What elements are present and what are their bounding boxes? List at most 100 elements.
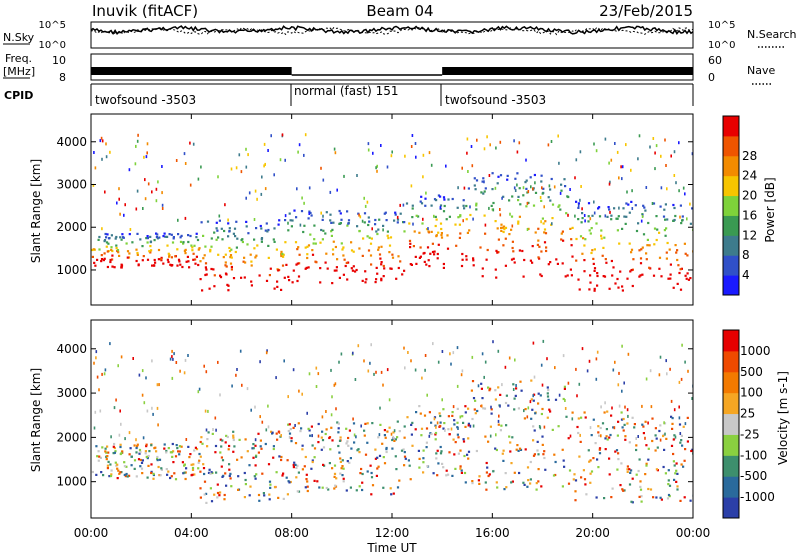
echo-cell xyxy=(331,248,335,251)
echo-cell xyxy=(124,203,126,207)
echo-cell xyxy=(673,434,676,437)
echo-cell xyxy=(584,238,587,241)
echo-cell xyxy=(267,463,271,466)
echo-cell xyxy=(197,263,200,267)
echo-cell xyxy=(471,417,474,421)
echo-cell xyxy=(234,235,237,238)
echo-cell xyxy=(189,141,191,145)
echo-cell xyxy=(218,214,221,218)
echo-cell xyxy=(184,471,187,474)
echo-cell xyxy=(94,264,97,267)
echo-cell xyxy=(151,264,154,267)
echo-cell xyxy=(409,478,412,481)
echo-cell xyxy=(301,468,304,471)
echo-cell xyxy=(304,267,307,270)
echo-cell xyxy=(348,461,351,464)
echo-cell xyxy=(205,268,208,271)
echo-cell xyxy=(244,438,247,441)
x-tick-label: 12:00 xyxy=(375,526,410,540)
echo-cell xyxy=(281,474,284,477)
echo-cell xyxy=(664,203,667,206)
echo-cell xyxy=(665,164,667,167)
echo-cell xyxy=(220,227,223,230)
echo-cell xyxy=(467,170,469,173)
echo-cell xyxy=(378,433,381,437)
echo-cell xyxy=(396,221,399,224)
echo-cell xyxy=(385,450,388,454)
echo-cell xyxy=(680,377,683,381)
echo-cell xyxy=(297,246,300,249)
echo-cell xyxy=(285,263,288,266)
echo-cell xyxy=(541,407,544,411)
echo-cell xyxy=(672,203,675,207)
echo-cell xyxy=(325,211,328,214)
echo-cell xyxy=(679,499,682,502)
echo-cell xyxy=(376,467,379,470)
echo-cell xyxy=(561,448,564,451)
echo-cell xyxy=(128,233,131,236)
echo-cell xyxy=(103,252,106,255)
echo-cell xyxy=(495,481,498,484)
echo-cell xyxy=(669,367,671,371)
echo-cell xyxy=(648,244,651,247)
echo-cell xyxy=(369,361,371,365)
echo-cell xyxy=(361,481,364,484)
echo-cell xyxy=(627,203,630,206)
echo-cell xyxy=(608,161,610,165)
echo-cell xyxy=(150,463,153,466)
echo-cell xyxy=(120,263,123,266)
echo-cell xyxy=(670,444,674,447)
echo-cell xyxy=(172,450,175,453)
echo-cell xyxy=(260,240,263,243)
echo-cell xyxy=(587,220,590,223)
echo-cell xyxy=(229,256,232,259)
echo-cell xyxy=(193,449,196,452)
echo-cell xyxy=(425,191,427,195)
echo-cell xyxy=(612,368,615,372)
echo-cell xyxy=(686,440,689,443)
echo-cell xyxy=(644,420,647,423)
echo-cell xyxy=(190,463,193,466)
echo-cell xyxy=(213,274,216,277)
echo-cell xyxy=(162,235,165,238)
echo-cell xyxy=(174,255,177,258)
echo-cell xyxy=(570,244,573,247)
echo-cell xyxy=(595,377,598,381)
echo-cell xyxy=(383,267,386,270)
echo-cell xyxy=(346,210,349,213)
echo-cell xyxy=(324,432,327,436)
echo-cell xyxy=(154,261,157,264)
echo-cell xyxy=(208,468,211,471)
echo-cell xyxy=(104,450,107,453)
echo-cell xyxy=(310,425,313,428)
echo-cell xyxy=(472,424,475,428)
echo-cell xyxy=(579,198,581,202)
echo-cell xyxy=(617,286,620,289)
echo-cell xyxy=(113,266,116,269)
echo-cell xyxy=(620,418,624,421)
echo-cell xyxy=(676,485,679,488)
echo-cell xyxy=(379,406,381,410)
echo-cell xyxy=(228,463,231,466)
echo-cell xyxy=(427,230,430,233)
echo-cell xyxy=(307,217,310,220)
echo-cell xyxy=(426,246,430,249)
echo-cell xyxy=(651,417,654,420)
echo-cell xyxy=(341,465,344,468)
echo-cell xyxy=(132,357,134,360)
echo-cell xyxy=(499,429,502,432)
echo-cell xyxy=(383,462,387,465)
echo-cell xyxy=(691,397,693,400)
echo-cell xyxy=(531,408,534,411)
echo-cell xyxy=(420,195,423,198)
echo-cell xyxy=(473,408,476,411)
echo-cell xyxy=(269,486,272,489)
echo-cell xyxy=(109,150,111,154)
echo-cell xyxy=(639,480,642,483)
echo-cell xyxy=(567,213,569,217)
echo-cell xyxy=(202,467,206,470)
echo-cell xyxy=(422,461,425,464)
echo-cell xyxy=(501,226,504,229)
echo-cell xyxy=(589,232,592,235)
echo-cell xyxy=(178,260,181,263)
